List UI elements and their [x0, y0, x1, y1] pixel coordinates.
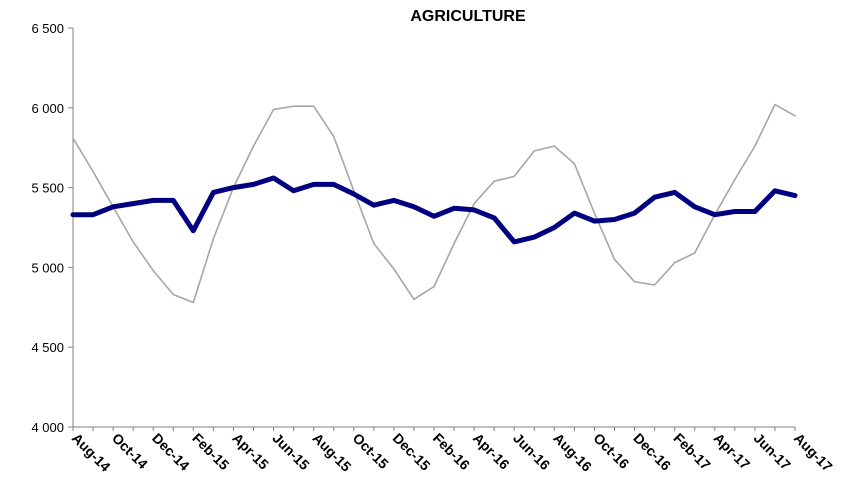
y-tick-label: 5 500: [31, 181, 64, 196]
x-tick-label: Oct-15: [350, 430, 392, 472]
x-tick-label: Apr-17: [711, 430, 754, 473]
x-axis-ticks: Aug-14Oct-14Dec-14Feb-15Apr-15Jun-15Aug-…: [69, 427, 836, 475]
x-tick-label: Jun-15: [269, 430, 312, 473]
y-tick-label: 4 000: [31, 420, 64, 435]
x-tick-label: Oct-16: [590, 430, 632, 472]
x-tick-label: Oct-14: [109, 430, 151, 472]
x-tick-label: Feb-16: [430, 430, 473, 473]
x-tick-label: Feb-17: [671, 430, 714, 473]
x-tick-label: Dec-15: [390, 430, 434, 474]
y-tick-label: 5 000: [31, 260, 64, 275]
x-tick-label: Aug-16: [550, 430, 595, 475]
series-line-2: [70, 175, 798, 245]
x-tick-label: Apr-16: [470, 430, 513, 473]
y-tick-label: 4 500: [31, 340, 64, 355]
x-tick-label: Aug-15: [310, 430, 355, 475]
x-tick-label: Dec-14: [149, 430, 193, 474]
y-tick-label: 6 500: [31, 21, 64, 36]
x-tick-label: Dec-16: [630, 430, 674, 474]
x-tick-label: Apr-15: [229, 430, 272, 473]
chart-title: AGRICULTURE: [410, 8, 526, 25]
series-group: [70, 103, 798, 304]
y-axis-ticks: 4 000 4 500 5 000 5 500 6 000 6 500: [31, 21, 73, 435]
x-tick-label: Jun-17: [751, 430, 794, 473]
x-tick-label: Aug-17: [791, 430, 836, 475]
x-tick-label: Feb-15: [189, 430, 232, 473]
x-tick-label: Jun-16: [510, 430, 553, 473]
y-tick-label: 6 000: [31, 101, 64, 116]
series-line-1: [72, 103, 796, 304]
x-tick-label: Aug-14: [69, 430, 114, 475]
